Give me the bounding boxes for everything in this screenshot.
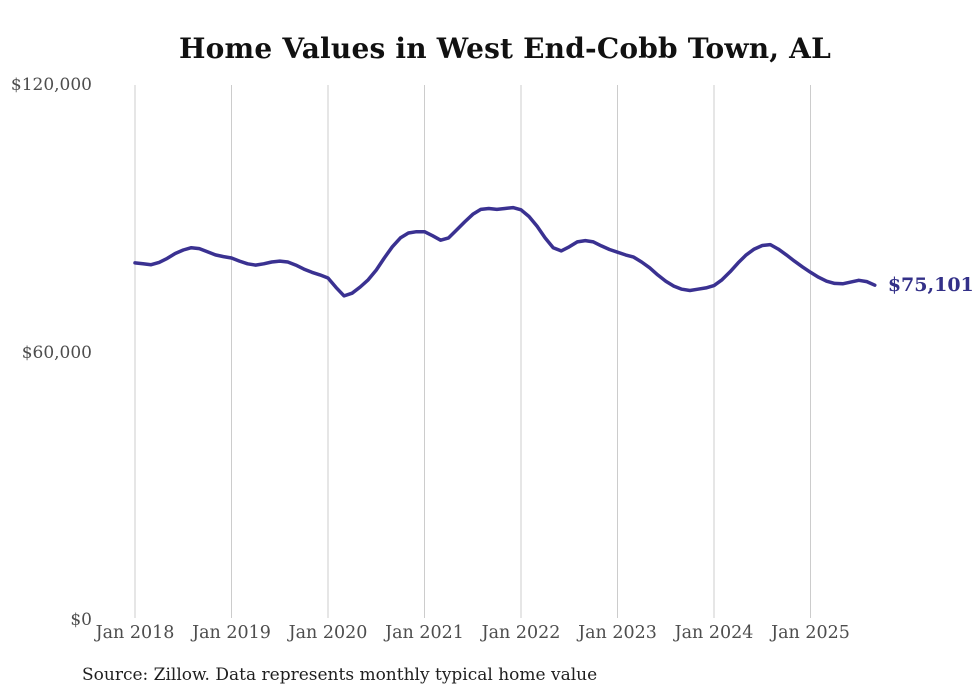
home-value-line: [133, 205, 877, 298]
x-axis-label-jan-2018: Jan 2018: [95, 623, 175, 643]
x-axis-label-jan-2022: Jan 2022: [481, 623, 561, 643]
y-axis-label-0: $0: [70, 610, 92, 630]
x-axis-label-jan-2019: Jan 2019: [192, 623, 271, 643]
final-value-label: $75,101: [887, 274, 974, 297]
x-axis-label-jan-2020: Jan 2020: [288, 623, 368, 643]
y-axis-label-60000: $60,000: [21, 342, 92, 363]
x-axis-label-jan-2023: Jan 2023: [578, 623, 657, 643]
x-axis-label-jan-2024: Jan 2024: [674, 623, 754, 643]
x-axis-label-jan-2021: Jan 2021: [385, 623, 464, 643]
chart-title: Home Values in West End-Cobb Town, AL: [179, 32, 831, 65]
x-axis-label-jan-2025: Jan 2025: [771, 623, 850, 643]
source-note: Source: Zillow. Data represents monthly …: [82, 665, 598, 685]
y-axis-label-120000: $120,000: [10, 75, 92, 95]
